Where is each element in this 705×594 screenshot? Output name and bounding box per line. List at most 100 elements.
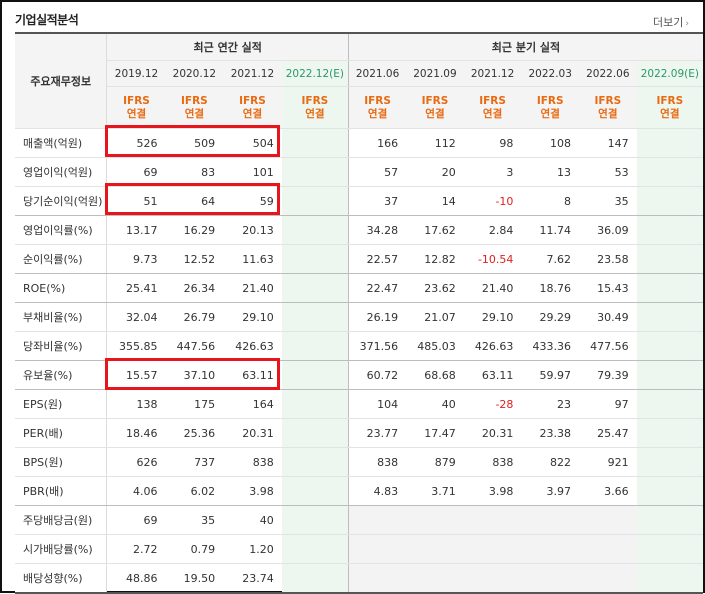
- row-label: ROE(%): [15, 273, 108, 303]
- quarter-value-cell: 26.19: [348, 302, 407, 332]
- quarter-value-cell: 23.62: [406, 273, 464, 303]
- quarter-value-cell: 921: [579, 447, 637, 477]
- quarter-value-cell: 35: [579, 186, 637, 216]
- quarter-value-cell: 79.39: [579, 360, 637, 390]
- quarter-value-cell: [636, 389, 703, 419]
- quarter-value-cell: 3.66: [579, 476, 637, 506]
- annual-value-cell: 40: [223, 505, 282, 535]
- quarter-value-cell: 25.47: [579, 418, 637, 448]
- quarter-value-cell: 11.74: [521, 215, 580, 245]
- annual-period-0: 2019.12: [106, 60, 166, 87]
- quarter-value-cell: [521, 505, 580, 535]
- table-row: EPS(원) 138 175 164 104 40 -28 23 97: [15, 389, 703, 419]
- quarter-value-cell: [579, 534, 637, 564]
- annual-value-cell: 35: [165, 505, 224, 535]
- quarter-value-cell: [463, 505, 522, 535]
- quarter-period-3: 2022.03: [521, 60, 580, 87]
- annual-group-header: 최근 연간 실적: [106, 32, 349, 61]
- annual-value-cell: 737: [165, 447, 224, 477]
- annual-standard-2: IFRS 연결: [223, 86, 282, 129]
- annual-value-cell: 69: [106, 505, 166, 535]
- more-link[interactable]: 더보기 ›: [653, 14, 689, 30]
- quarter-value-cell: 8: [521, 186, 580, 216]
- annual-value-cell: 0.79: [165, 534, 224, 564]
- quarter-value-cell: 147: [579, 128, 637, 158]
- annual-value-cell: [281, 215, 349, 245]
- quarter-standard-4: IFRS 연결: [579, 86, 637, 129]
- table-row: 배당성향(%) 48.86 19.50 23.74: [15, 563, 703, 594]
- quarter-value-cell: 63.11: [463, 360, 522, 390]
- table-row: 당기순이익(억원) 51 64 59 37 14 -10 8 35: [15, 186, 703, 216]
- annual-value-cell: 101: [223, 157, 282, 187]
- quarter-value-cell: 485.03: [406, 331, 464, 361]
- quarter-value-cell: 53: [579, 157, 637, 187]
- table-row: 순이익률(%) 9.73 12.52 11.63 22.57 12.82 -10.54 7.6…: [15, 244, 703, 274]
- row-label: 영업이익률(%): [15, 215, 108, 245]
- annual-value-cell: [281, 186, 349, 216]
- quarter-value-cell: [521, 563, 580, 594]
- annual-value-cell: 83: [165, 157, 224, 187]
- annual-value-cell: 69: [106, 157, 166, 187]
- quarter-standard-1: IFRS 연결: [406, 86, 464, 129]
- quarter-group-header: 최근 분기 실적: [348, 32, 703, 61]
- quarter-period-2: 2021.12: [463, 60, 522, 87]
- quarter-value-cell: 3.97: [521, 476, 580, 506]
- quarter-value-cell: 879: [406, 447, 464, 477]
- quarter-value-cell: 22.47: [348, 273, 407, 303]
- annual-value-cell: 26.34: [165, 273, 224, 303]
- annual-value-cell: 19.50: [165, 563, 224, 594]
- quarter-value-cell: 18.76: [521, 273, 580, 303]
- quarter-value-cell: [636, 476, 703, 506]
- row-label: EPS(원): [15, 389, 108, 419]
- annual-value-cell: 2.72: [106, 534, 166, 564]
- annual-value-cell: 11.63: [223, 244, 282, 274]
- annual-period-1: 2020.12: [165, 60, 224, 87]
- quarter-value-cell: [406, 505, 464, 535]
- table-row: PBR(배) 4.06 6.02 3.98 4.83 3.71 3.98 3.97 3.66: [15, 476, 703, 506]
- annual-value-cell: 138: [106, 389, 166, 419]
- annual-value-cell: [281, 534, 349, 564]
- annual-value-cell: 504: [223, 128, 282, 158]
- quarter-value-cell: 21.07: [406, 302, 464, 332]
- quarter-value-cell: 13: [521, 157, 580, 187]
- annual-value-cell: 509: [165, 128, 224, 158]
- quarter-value-cell: [348, 505, 407, 535]
- quarter-value-cell: 36.09: [579, 215, 637, 245]
- annual-value-cell: 26.79: [165, 302, 224, 332]
- row-label: 주당배당금(원): [15, 505, 108, 535]
- quarter-value-cell: [636, 128, 703, 158]
- table-row: 유보율(%) 15.57 37.10 63.11 60.72 68.68 63.11 59.9…: [15, 360, 703, 390]
- annual-value-cell: 1.20: [223, 534, 282, 564]
- annual-value-cell: 32.04: [106, 302, 166, 332]
- quarter-value-cell: 97: [579, 389, 637, 419]
- annual-value-cell: 164: [223, 389, 282, 419]
- quarter-value-cell: [636, 563, 703, 594]
- quarter-value-cell: 12.82: [406, 244, 464, 274]
- annual-value-cell: [281, 476, 349, 506]
- annual-value-cell: 25.41: [106, 273, 166, 303]
- quarter-value-cell: 104: [348, 389, 407, 419]
- quarter-value-cell: [636, 273, 703, 303]
- annual-value-cell: 25.36: [165, 418, 224, 448]
- annual-value-cell: [281, 418, 349, 448]
- quarter-value-cell: 98: [463, 128, 522, 158]
- row-label: 당좌비율(%): [15, 331, 108, 361]
- annual-value-cell: 9.73: [106, 244, 166, 274]
- quarter-value-cell: 29.10: [463, 302, 522, 332]
- quarter-value-cell: [636, 215, 703, 245]
- quarter-value-cell: [636, 157, 703, 187]
- table-row: 영업이익률(%) 13.17 16.29 20.13 34.28 17.62 2.84 11.…: [15, 215, 703, 245]
- annual-value-cell: 23.74: [223, 563, 282, 594]
- row-label: 유보율(%): [15, 360, 108, 390]
- quarter-standard-5: IFRS 연결: [636, 86, 703, 129]
- annual-value-cell: 526: [106, 128, 166, 158]
- annual-value-cell: 18.46: [106, 418, 166, 448]
- quarter-value-cell: 37: [348, 186, 407, 216]
- annual-standard-0: IFRS 연결: [106, 86, 166, 129]
- quarter-value-cell: 17.47: [406, 418, 464, 448]
- annual-value-cell: 21.40: [223, 273, 282, 303]
- quarter-value-cell: -10.54: [463, 244, 522, 274]
- annual-value-cell: [281, 389, 349, 419]
- quarter-value-cell: -10: [463, 186, 522, 216]
- annual-value-cell: 29.10: [223, 302, 282, 332]
